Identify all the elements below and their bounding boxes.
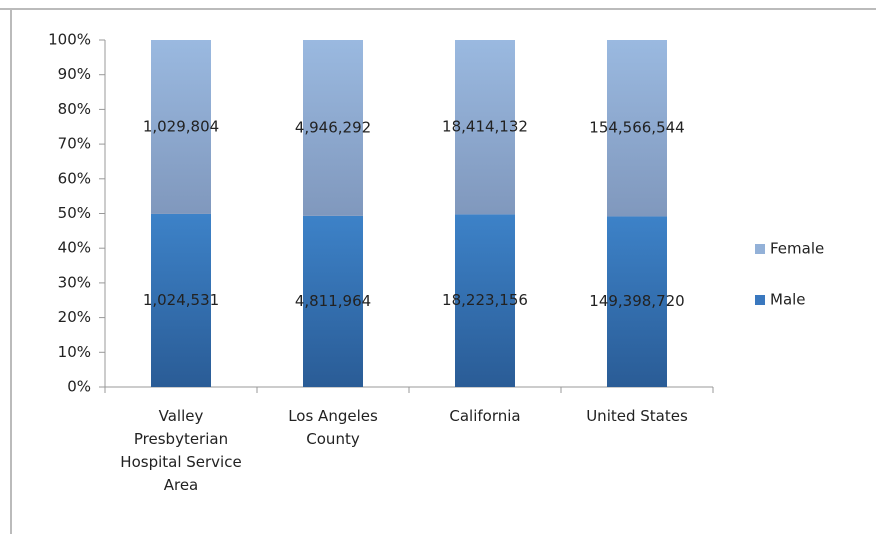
bar-segment bbox=[303, 40, 363, 216]
x-tick-label: United States bbox=[586, 407, 688, 425]
legend-swatch bbox=[755, 295, 765, 305]
x-tick-label: Valley Presbyterian Hospital Service Are… bbox=[120, 407, 242, 494]
y-tick-label: 60% bbox=[58, 169, 91, 187]
bar-segment bbox=[455, 214, 515, 387]
bar-segment bbox=[151, 213, 211, 387]
data-label: 4,811,964 bbox=[295, 292, 371, 310]
data-label: 18,223,156 bbox=[442, 291, 528, 309]
legend-swatch bbox=[755, 244, 765, 254]
bar-segment bbox=[607, 216, 667, 387]
x-tick-label: California bbox=[449, 407, 521, 425]
y-tick-label: 100% bbox=[48, 31, 91, 49]
y-tick-label: 80% bbox=[58, 100, 91, 118]
legend-label: Female bbox=[770, 240, 824, 258]
data-label: 154,566,544 bbox=[589, 119, 684, 137]
y-tick-label: 0% bbox=[67, 378, 91, 396]
bar-segment bbox=[151, 40, 211, 214]
bar-segment bbox=[455, 40, 515, 215]
data-label: 4,946,292 bbox=[295, 118, 371, 136]
legend-label: Male bbox=[770, 291, 806, 309]
data-label: 1,029,804 bbox=[143, 117, 219, 135]
y-tick-label: 50% bbox=[58, 204, 91, 222]
y-tick-label: 30% bbox=[58, 273, 91, 291]
data-label: 149,398,720 bbox=[589, 292, 684, 310]
bar-segment bbox=[303, 215, 363, 387]
y-tick-label: 70% bbox=[58, 135, 91, 153]
x-tick-label: Los Angeles County bbox=[288, 407, 378, 448]
data-label: 18,414,132 bbox=[442, 118, 528, 136]
data-label: 1,024,531 bbox=[143, 291, 219, 309]
y-tick-label: 90% bbox=[58, 65, 91, 83]
y-tick-label: 40% bbox=[58, 239, 91, 257]
bar-segment bbox=[607, 40, 667, 217]
y-tick-label: 10% bbox=[58, 343, 91, 361]
y-tick-label: 20% bbox=[58, 308, 91, 326]
